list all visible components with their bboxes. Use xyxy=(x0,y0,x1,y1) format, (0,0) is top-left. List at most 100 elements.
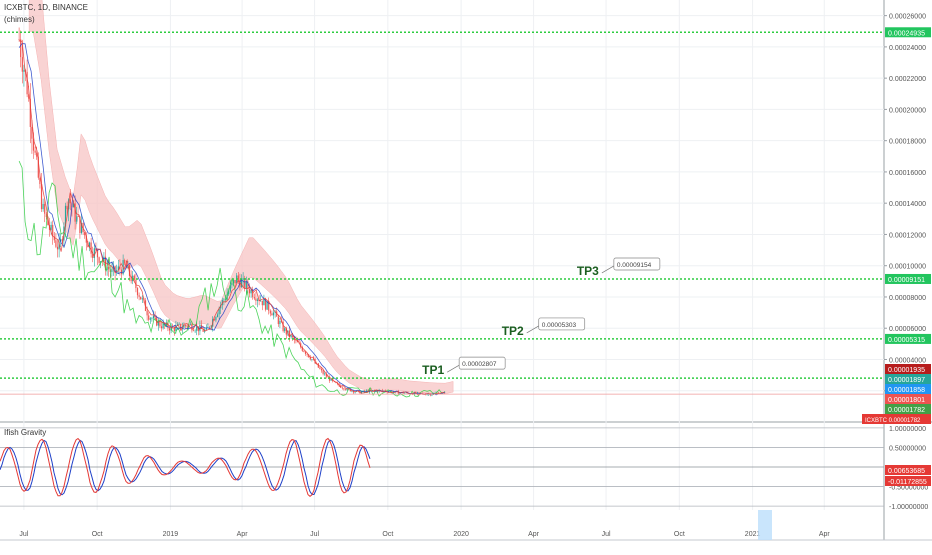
candle-body xyxy=(136,288,139,296)
candle-body xyxy=(37,156,39,178)
candle-body xyxy=(184,325,187,327)
level-price-label: 0.00009151 xyxy=(888,277,925,284)
candle-body xyxy=(269,310,271,314)
price-badge xyxy=(885,374,931,384)
candle-body xyxy=(77,216,79,217)
osc-value-label: 0.00653685 xyxy=(888,468,925,475)
x-tick-label: 2020 xyxy=(453,531,469,538)
candle-body xyxy=(309,357,311,360)
candle-body xyxy=(256,299,259,301)
candle-body xyxy=(229,285,231,292)
candle-body xyxy=(80,222,83,233)
price-badge xyxy=(885,364,931,374)
candle-body xyxy=(264,298,267,310)
y-tick-label: 0.00022000 xyxy=(889,76,926,83)
price-badge-label: 0.00001897 xyxy=(888,377,925,384)
y-tick-label: 0.00024000 xyxy=(889,45,926,52)
x-tick-label: Oct xyxy=(674,531,685,538)
kijun-line xyxy=(18,43,446,396)
candle-body xyxy=(268,301,270,311)
candle-body xyxy=(247,281,249,290)
candle-body xyxy=(341,387,343,389)
candle-body xyxy=(74,203,76,222)
candle-body xyxy=(253,297,255,299)
candle-body xyxy=(424,394,427,396)
candle-body xyxy=(378,390,380,392)
candle-body xyxy=(231,283,233,286)
candle-body xyxy=(277,316,279,325)
indicator-title: (chimes) xyxy=(4,15,35,24)
osc-value-label: -0.01172855 xyxy=(888,479,927,486)
candle-body xyxy=(175,325,177,332)
candle-body xyxy=(167,322,169,329)
price-badge xyxy=(885,404,931,414)
candle-body xyxy=(320,368,323,371)
candle-body xyxy=(322,370,324,374)
candle-body xyxy=(149,318,151,320)
candle-body xyxy=(180,323,182,330)
note-pointer xyxy=(601,265,615,274)
price-badge-label: 0.00001782 xyxy=(888,407,925,414)
candle-body xyxy=(95,248,97,251)
price-badge-label: 0.00001801 xyxy=(888,397,925,404)
time-range-marker xyxy=(758,510,772,540)
candle-body xyxy=(36,152,38,157)
candle-body xyxy=(84,231,86,236)
candle-body xyxy=(228,291,230,295)
y-tick-label: 0.00020000 xyxy=(889,107,926,114)
candle-body xyxy=(192,330,195,331)
candle-body xyxy=(381,390,383,391)
x-tick-label: 2021 xyxy=(745,531,761,538)
candle-body xyxy=(325,373,327,377)
candle-body xyxy=(261,300,263,306)
candle-body xyxy=(240,279,243,288)
candle-body xyxy=(303,350,305,352)
candle-body xyxy=(272,312,275,316)
candle-body xyxy=(290,335,292,338)
candle-body xyxy=(223,299,225,301)
candle-body xyxy=(120,269,123,275)
candle-body xyxy=(330,378,332,381)
candle-body xyxy=(301,347,303,351)
candle-body xyxy=(252,289,254,298)
candle-body xyxy=(418,392,420,394)
y-tick-label: 0.00026000 xyxy=(889,14,926,21)
candle-body xyxy=(23,70,25,72)
candle-body xyxy=(88,242,91,248)
candle-body xyxy=(159,321,161,327)
price-badge-label: 0.00001858 xyxy=(888,387,925,394)
candle-body xyxy=(148,315,150,320)
candle-body xyxy=(189,323,191,325)
note-label: 0.00009154 xyxy=(617,262,652,269)
candle-body xyxy=(288,330,291,338)
sub-indicator-title: Ifish Gravity xyxy=(4,428,47,437)
note-label: 0.00005303 xyxy=(542,322,577,329)
candle-body xyxy=(196,326,198,331)
candle-body xyxy=(103,256,105,262)
tenkan-line xyxy=(19,40,446,396)
note-pointer xyxy=(526,325,539,334)
candle-body xyxy=(90,242,92,254)
osc-tick-label: 1.00000000 xyxy=(889,426,926,433)
candle-body xyxy=(216,314,219,317)
candle-body xyxy=(160,326,163,329)
osc-main-line xyxy=(0,437,371,497)
candle-body xyxy=(58,241,60,250)
candles xyxy=(18,27,439,397)
candle-body xyxy=(96,250,99,258)
price-badge-label: 0.00001935 xyxy=(888,367,925,374)
candle-body xyxy=(29,98,31,127)
candle-body xyxy=(125,263,127,268)
level-price-label: 0.00005315 xyxy=(888,337,925,344)
ichimoku-cloud xyxy=(28,0,454,394)
candle-body xyxy=(255,298,257,301)
candle-body xyxy=(26,71,28,95)
candle-body xyxy=(234,280,236,284)
candle-body xyxy=(186,326,188,328)
candle-body xyxy=(124,260,126,264)
candle-body xyxy=(218,308,220,315)
candle-body xyxy=(245,281,247,289)
candle-body xyxy=(18,39,20,40)
